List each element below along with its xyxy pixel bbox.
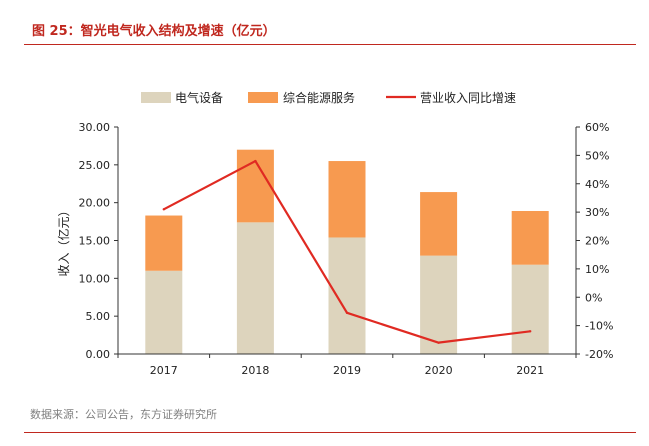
bar-electrical-2017	[145, 270, 183, 354]
x-tick-label: 2019	[333, 364, 361, 377]
x-tick-label: 2021	[516, 364, 544, 377]
growth-point-2018	[254, 159, 257, 163]
y-tick-label-right: -10%	[585, 320, 613, 333]
legend-swatch-energy-services	[248, 92, 278, 103]
x-tick-label: 2018	[241, 364, 269, 377]
y-tick-label-left: 0.00	[86, 348, 111, 361]
y-tick-label-left: 25.00	[79, 159, 111, 172]
bar-energy-services-2017	[145, 215, 183, 271]
y-tick-label-right: 30%	[585, 206, 609, 219]
y-tick-label-left: 30.00	[79, 121, 111, 134]
y-tick-label-left: 15.00	[79, 235, 111, 248]
y-tick-label-right: 50%	[585, 149, 609, 162]
bar-electrical-2019	[328, 237, 366, 354]
growth-point-2017	[162, 208, 165, 211]
y-tick-label-right: 10%	[585, 263, 609, 276]
y-tick-label-left: 10.00	[79, 272, 111, 285]
bar-energy-services-2021	[511, 210, 549, 265]
y-tick-label-right: 40%	[585, 178, 609, 191]
legend-label-electrical: 电气设备	[175, 90, 223, 105]
bar-electrical-2021	[511, 264, 549, 354]
chart-title: 图 25：智光电气收入结构及增速（亿元）	[32, 24, 276, 39]
y-tick-label-left: 20.00	[79, 197, 111, 210]
bottom-rule	[24, 432, 636, 433]
growth-point-2020	[437, 341, 440, 344]
title-bar: 图 25：智光电气收入结构及增速（亿元）	[24, 0, 636, 45]
x-tick-label: 2020	[425, 364, 453, 377]
legend-swatch-electrical	[141, 92, 171, 103]
y-tick-label-right: 20%	[585, 235, 609, 248]
y-axis-title: 收入（亿元）	[56, 204, 71, 276]
legend-label-energy-services: 综合能源服务	[283, 90, 355, 105]
legend-label-growth: 营业收入同比增速	[420, 91, 516, 105]
source-note: 数据来源：公司公告，东方证券研究所	[30, 408, 217, 421]
x-tick-label: 2017	[150, 364, 178, 377]
bar-energy-services-2019	[328, 161, 366, 238]
y-tick-label-left: 5.00	[86, 310, 111, 323]
growth-point-2019	[345, 311, 349, 315]
bar-energy-services-2020	[420, 192, 458, 256]
y-tick-label-right: -20%	[585, 348, 613, 361]
y-tick-label-right: 0%	[585, 291, 602, 304]
bar-electrical-2018	[236, 222, 274, 354]
y-tick-label-right: 60%	[585, 121, 609, 134]
growth-point-2021	[529, 330, 532, 333]
